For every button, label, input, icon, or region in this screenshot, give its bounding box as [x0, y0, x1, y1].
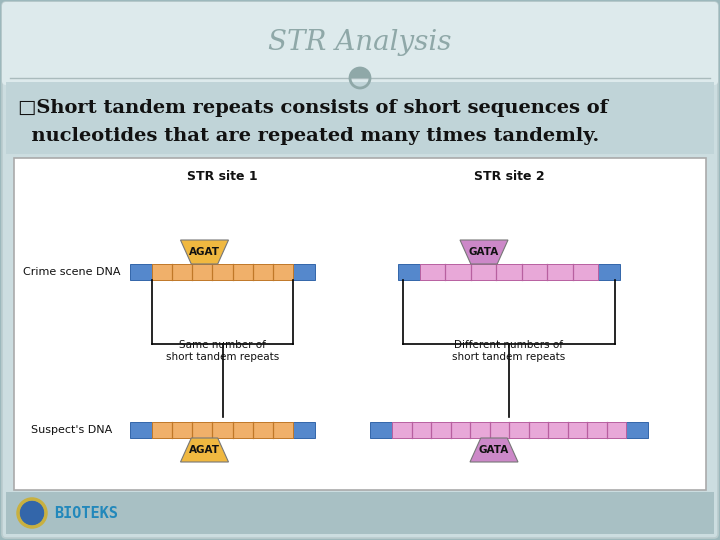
- Text: Suspect's DNA: Suspect's DNA: [32, 425, 112, 435]
- Bar: [626, 422, 648, 438]
- Bar: [420, 264, 598, 280]
- Bar: [598, 264, 620, 280]
- Wedge shape: [350, 68, 370, 78]
- Text: GATA: GATA: [479, 445, 509, 455]
- Text: STR Analysis: STR Analysis: [269, 29, 451, 56]
- Text: STR site 1: STR site 1: [187, 171, 258, 184]
- Bar: [152, 422, 293, 438]
- Polygon shape: [181, 240, 228, 264]
- Text: nucleotides that are repeated many times tandemly.: nucleotides that are repeated many times…: [18, 127, 599, 145]
- Bar: [130, 264, 152, 280]
- Text: Same number of
short tandem repeats: Same number of short tandem repeats: [166, 340, 279, 362]
- Bar: [130, 422, 152, 438]
- Text: AGAT: AGAT: [189, 247, 220, 257]
- Bar: [392, 422, 626, 438]
- Text: GATA: GATA: [469, 247, 499, 257]
- Text: STR site 2: STR site 2: [474, 171, 544, 184]
- Bar: [6, 82, 714, 154]
- Bar: [293, 264, 315, 280]
- Text: Crime scene DNA: Crime scene DNA: [23, 267, 121, 277]
- Polygon shape: [470, 438, 518, 462]
- Bar: [6, 492, 714, 534]
- Bar: [293, 422, 315, 438]
- Polygon shape: [181, 438, 228, 462]
- Bar: [398, 264, 420, 280]
- Bar: [370, 422, 392, 438]
- Text: Different numbers of
short tandem repeats: Different numbers of short tandem repeat…: [452, 340, 566, 362]
- Bar: [152, 264, 293, 280]
- Text: AGAT: AGAT: [189, 445, 220, 455]
- Text: □Short tandem repeats consists of short sequences of: □Short tandem repeats consists of short …: [18, 99, 608, 117]
- FancyBboxPatch shape: [2, 2, 718, 85]
- FancyBboxPatch shape: [14, 158, 706, 490]
- Polygon shape: [460, 240, 508, 264]
- Bar: [6, 6, 714, 81]
- Text: BIOTEKS: BIOTEKS: [54, 505, 118, 521]
- Circle shape: [20, 501, 44, 525]
